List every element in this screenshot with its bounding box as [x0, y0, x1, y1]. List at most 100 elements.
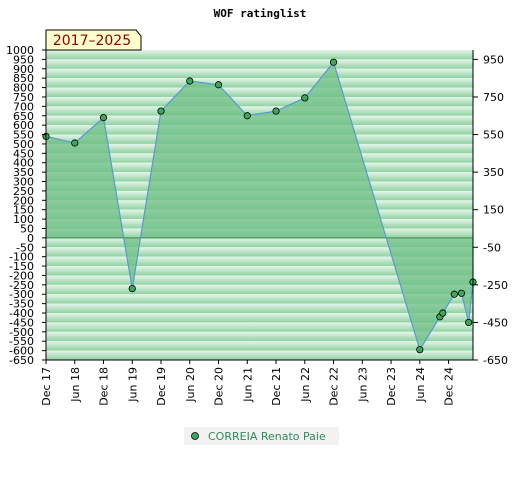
data-point [457, 289, 466, 297]
right-tick-label: 550 [483, 129, 504, 142]
left-tick-label: 150 [13, 204, 34, 217]
band [46, 331, 473, 342]
left-tick-label: 550 [13, 129, 34, 142]
x-tick-label: Dec 19 [155, 367, 168, 406]
right-tick-label: -250 [483, 279, 508, 292]
left-tick-label: -150 [9, 260, 34, 273]
x-tick-label: Dec 20 [213, 367, 226, 406]
left-tick-label: 1000 [6, 44, 34, 57]
band [46, 78, 473, 88]
data-point [128, 285, 136, 293]
left-tick-label: -400 [9, 307, 34, 320]
data-point [214, 81, 223, 89]
band [46, 247, 473, 257]
left-tick-label: 350 [13, 166, 34, 179]
band [46, 106, 473, 116]
left-tick-label: 600 [13, 119, 34, 132]
right-tick-label: -450 [483, 316, 508, 329]
band [46, 322, 473, 332]
band [46, 256, 473, 267]
right-y-axis-labels: 950 750 550 350 150 -50 -250 -450 -650 [473, 53, 508, 367]
left-tick-label: -50 [16, 241, 34, 254]
data-point [186, 77, 194, 85]
chart-title: WOF ratinglist [214, 7, 307, 20]
band [46, 266, 473, 276]
band [46, 313, 473, 323]
x-tick-label: Jun 23 [356, 367, 369, 403]
right-tick-label: 350 [483, 166, 504, 179]
data-point [465, 318, 473, 327]
legend-marker [191, 432, 199, 440]
x-tick-label: Dec 17 [40, 367, 53, 406]
right-tick-label: 150 [483, 204, 504, 217]
right-tick-label: -50 [483, 241, 501, 254]
x-tick-label: Jun 19 [126, 367, 139, 403]
data-point [157, 107, 165, 115]
left-tick-label: 900 [13, 63, 34, 76]
left-tick-label: 750 [13, 91, 34, 104]
left-tick-label: 200 [13, 194, 34, 207]
x-tick-label: Dec 18 [98, 367, 111, 406]
period-badge: 2017–2025 [45, 29, 142, 51]
data-points [42, 58, 477, 354]
left-tick-label: 100 [13, 213, 34, 226]
left-tick-label: -550 [9, 335, 34, 348]
x-tick-label: Jun 20 [184, 367, 197, 403]
left-tick-label: -350 [9, 298, 34, 311]
band [46, 96, 473, 107]
band [46, 68, 473, 79]
left-tick-label: 700 [13, 100, 34, 113]
data-point [416, 346, 424, 354]
data-point [301, 94, 309, 102]
x-tick-label: Jun 18 [69, 367, 82, 403]
left-tick-label: 850 [13, 72, 34, 85]
left-tick-label: -600 [9, 345, 34, 358]
band [46, 284, 473, 295]
x-tick-label: Dec 21 [270, 367, 283, 406]
left-tick-label: -650 [9, 354, 34, 367]
right-tick-label: 950 [483, 53, 504, 66]
left-tick-label: -250 [9, 279, 34, 292]
left-tick-label: 950 [13, 53, 34, 66]
left-tick-label: 650 [13, 110, 34, 123]
data-point [329, 58, 338, 66]
left-tick-label: 400 [13, 157, 34, 170]
left-tick-label: 300 [13, 176, 34, 189]
legend-label: CORREIA Renato Paie [208, 430, 326, 443]
left-y-axis-labels: 1000950900850800750700650600550500450400… [6, 44, 46, 367]
data-point [71, 139, 79, 147]
left-tick-label: -100 [9, 251, 34, 264]
left-tick-label: -200 [9, 269, 34, 282]
band [46, 87, 473, 97]
x-tick-label: Jun 24 [414, 367, 427, 403]
left-tick-label: 50 [20, 222, 34, 235]
band [46, 50, 473, 60]
right-tick-label: -650 [483, 354, 508, 367]
left-tick-label: 800 [13, 82, 34, 95]
data-point [272, 107, 280, 115]
right-tick-label: 750 [483, 91, 504, 104]
data-point [99, 114, 108, 122]
band [46, 59, 473, 69]
band [46, 275, 473, 285]
x-axis-labels: Dec 17 Jun 18 Dec 18 Jun 19 Dec 19 Jun 20 Dec … [40, 360, 456, 406]
x-tick-label: Dec 22 [328, 367, 341, 406]
band [46, 341, 473, 351]
x-tick-label: Jun 21 [241, 367, 254, 403]
left-tick-label: -500 [9, 326, 34, 339]
band [46, 237, 473, 248]
left-tick-label: -450 [9, 316, 34, 329]
x-tick-label: Dec 24 [443, 367, 456, 406]
left-tick-label: -300 [9, 288, 34, 301]
x-tick-label: Dec 23 [385, 367, 398, 406]
band [46, 294, 473, 304]
x-tick-label: Jun 22 [299, 367, 312, 403]
left-tick-label: 500 [13, 138, 34, 151]
period-badge-text: 2017–2025 [53, 33, 131, 49]
data-point [439, 309, 447, 317]
left-tick-label: 450 [13, 147, 34, 160]
data-point [450, 290, 458, 298]
band [46, 350, 473, 360]
legend: CORREIA Renato Paie [184, 427, 339, 445]
